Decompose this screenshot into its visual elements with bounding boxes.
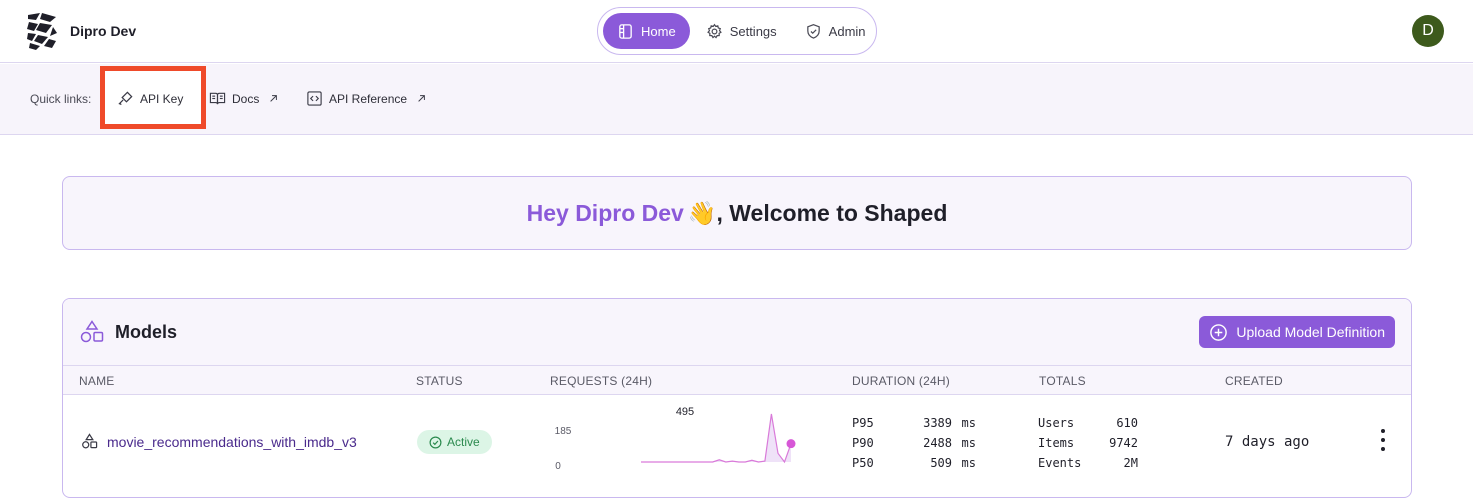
duration-row: P50 509 ms (852, 453, 976, 473)
col-created[interactable]: CREATED (1225, 374, 1283, 388)
nav-home-label: Home (641, 23, 676, 39)
shapes-icon (80, 320, 104, 343)
models-header: Models Upload Model Definition (63, 299, 1411, 365)
sparkline-last-point (786, 439, 796, 449)
shapes-icon (82, 433, 98, 449)
duration-label: P90 (852, 436, 874, 450)
nav-settings-button[interactable]: Settings (694, 13, 789, 49)
top-bar: Dipro Dev Home Settings Admin (0, 0, 1473, 63)
workspace-name: Dipro Dev (70, 23, 137, 39)
sparkline-peak-label: 495 (676, 406, 694, 418)
api-key-label: API Key (140, 91, 184, 106)
welcome-banner: Hey Dipro Dev 👋 , Welcome to Shaped (62, 176, 1412, 250)
models-table-header: NAME STATUS REQUESTS (24H) DURATION (24H… (63, 365, 1411, 395)
api-reference-label: API Reference (329, 91, 408, 106)
row-more-options-icon[interactable] (1375, 429, 1391, 451)
duration-value: 3389 (923, 416, 952, 430)
models-title-label: Models (115, 321, 178, 342)
totals-label: Events (1038, 456, 1082, 470)
duration-unit: ms (961, 436, 976, 450)
shield-check-icon (806, 23, 820, 39)
brand[interactable]: Dipro Dev (26, 11, 136, 51)
duration-unit: ms (961, 416, 976, 430)
upload-label: Upload Model Definition (1236, 324, 1385, 340)
totals-value: 9742 (1109, 436, 1138, 450)
plus-circle-icon (1210, 323, 1228, 341)
nav-settings-label: Settings (729, 23, 777, 39)
table-row[interactable]: movie_recommendations_with_imdb_v3 Activ… (63, 396, 1411, 496)
external-link-icon (270, 95, 278, 102)
sparkline-area (641, 414, 791, 462)
duration-row: P95 3389 ms (852, 413, 976, 433)
totals-value: 2M (1123, 456, 1138, 470)
duration-stats: P95 3389 ms P90 2488 ms P50 509 ms (852, 413, 976, 473)
requests-sparkline: 495 185 0 (555, 406, 796, 472)
totals-row: Items 9742 (1038, 433, 1138, 453)
col-status[interactable]: STATUS (416, 374, 463, 388)
main-nav: Home Settings Admin (597, 7, 877, 55)
welcome-message: , Welcome to Shaped (716, 199, 948, 226)
status-label: Active (447, 435, 480, 449)
check-circle-icon (429, 436, 442, 448)
model-name: movie_recommendations_with_imdb_v3 (107, 433, 357, 450)
quick-links-bar: Quick links: API Reference Docs (0, 64, 1473, 135)
sparkline-axis-bottom: 0 (555, 461, 561, 472)
model-name-link[interactable]: movie_recommendations_with_imdb_v3 (81, 433, 357, 450)
nav-home-button[interactable]: Home (603, 13, 690, 49)
col-duration[interactable]: DURATION (24H) (852, 374, 950, 388)
totals-row: Users 610 (1038, 413, 1138, 433)
totals-stats: Users 610 Items 9742 Events 2M (1038, 413, 1138, 473)
status-badge: Active (417, 430, 492, 454)
code-icon (307, 91, 322, 106)
api-key-highlight-box (100, 66, 206, 129)
duration-label: P95 (852, 416, 874, 430)
col-requests[interactable]: REQUESTS (24H) (550, 374, 653, 388)
docs-label: Docs (232, 91, 260, 106)
external-link-icon (418, 95, 425, 102)
created-date: 7 days ago (1225, 434, 1310, 450)
models-card: Models Upload Model Definition NAME STAT… (62, 298, 1412, 498)
duration-row: P90 2488 ms (852, 433, 976, 453)
col-totals[interactable]: TOTALS (1039, 374, 1086, 388)
quick-link-api-reference[interactable]: API Reference (306, 90, 428, 107)
avatar-initial: D (1422, 22, 1434, 39)
wave-emoji: 👋 (687, 199, 717, 226)
sparkline-line (641, 413, 792, 464)
nav-admin-label: Admin (828, 23, 866, 39)
home-grid-icon (619, 23, 632, 39)
welcome-greeting: Hey Dipro Dev (526, 199, 684, 226)
totals-value: 610 (1116, 416, 1138, 430)
shaped-logo-icon (27, 13, 57, 50)
quick-link-docs[interactable]: Docs (209, 90, 280, 107)
nav-admin-button[interactable]: Admin (793, 13, 878, 49)
duration-label: P50 (852, 456, 874, 470)
totals-row: Events 2M (1038, 453, 1138, 473)
col-name[interactable]: NAME (79, 374, 115, 388)
sparkline-axis-top: 185 (555, 426, 572, 437)
quick-links-label: Quick links: (30, 92, 92, 106)
user-avatar[interactable]: D (1412, 15, 1444, 47)
upload-model-definition-button[interactable]: Upload Model Definition (1199, 316, 1395, 348)
key-icon (118, 91, 133, 106)
duration-value: 2488 (923, 436, 952, 450)
book-open-icon (209, 92, 226, 105)
duration-value: 509 (930, 456, 952, 470)
totals-label: Items (1038, 436, 1075, 450)
gear-icon (706, 23, 722, 38)
duration-unit: ms (961, 456, 976, 470)
models-title: Models (79, 319, 177, 345)
totals-label: Users (1038, 416, 1075, 430)
quick-link-api-key[interactable]: API Key (117, 90, 183, 107)
